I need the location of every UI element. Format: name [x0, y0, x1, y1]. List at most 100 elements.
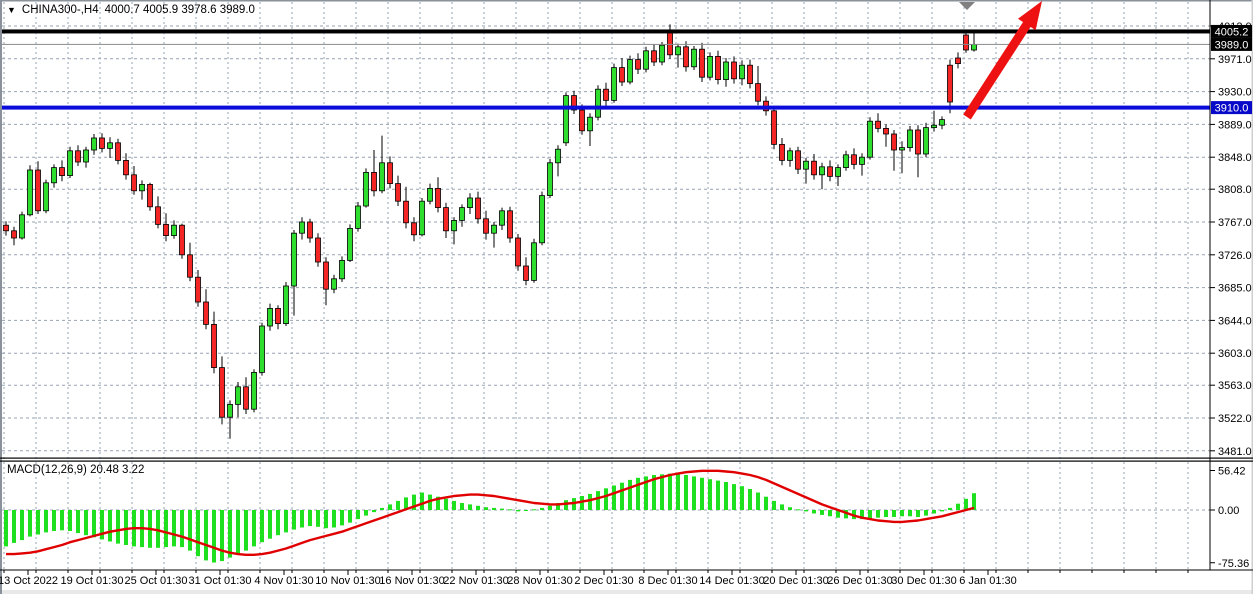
macd-histogram-bar — [796, 509, 800, 511]
chevron-down-icon: ▼ — [7, 4, 16, 15]
macd-pane[interactable] — [4, 469, 976, 563]
candle-bearish — [603, 88, 609, 101]
candle-bullish — [459, 207, 465, 221]
candlesticks[interactable] — [3, 24, 977, 439]
macd-histogram-bar — [580, 496, 584, 510]
candle-bearish — [651, 50, 657, 63]
date-tick-label: 19 Oct 01:30 — [61, 575, 124, 587]
macd-histogram-bar — [292, 510, 296, 530]
candle-bullish — [899, 147, 905, 151]
macd-histogram-bar — [164, 510, 168, 548]
candle-bearish — [795, 150, 801, 170]
macd-histogram-bar — [484, 507, 488, 510]
candle-bearish — [619, 67, 625, 83]
date-tick-label: 10 Nov 01:30 — [315, 575, 380, 587]
macd-histogram-bar — [812, 510, 816, 514]
price-badge-bg — [1211, 24, 1252, 38]
macd-histogram-bar — [540, 507, 544, 510]
macd-histogram-bar — [420, 492, 424, 510]
date-tick-label: 26 Dec 01:30 — [827, 575, 892, 587]
macd-histogram-bar — [252, 510, 256, 547]
price-badge-label: 3989.0 — [1215, 39, 1249, 51]
macd-histogram-bar — [236, 510, 240, 555]
macd-histogram-bar — [52, 510, 56, 531]
candle-bearish — [571, 95, 577, 111]
candle-bullish — [339, 259, 345, 280]
candle-bullish — [643, 50, 649, 70]
macd-tick-label: 56.42 — [1218, 466, 1246, 478]
candle-bullish — [267, 307, 273, 327]
candle-bearish — [851, 154, 857, 165]
candle-bearish — [155, 206, 161, 225]
current-price-line[interactable] — [2, 43, 1210, 45]
macd-tick-label: 0.00 — [1218, 505, 1239, 517]
macd-histogram-bar — [676, 474, 680, 510]
macd-histogram-bar — [116, 510, 120, 544]
resistance-line[interactable] — [2, 29, 1210, 34]
candle-bearish — [435, 187, 441, 208]
macd-histogram-bar — [732, 484, 736, 510]
candle-bullish — [539, 195, 545, 244]
macd-histogram-bar — [836, 510, 840, 518]
price-tick-label: 3726.0 — [1218, 250, 1252, 262]
macd-histogram-bar — [196, 510, 200, 557]
date-tick-label: 30 Dec 01:30 — [891, 575, 956, 587]
macd-histogram-bar — [68, 510, 72, 531]
price-badge-bg — [1211, 101, 1252, 115]
macd-histogram-bar — [660, 474, 664, 510]
macd-histogram-bar — [316, 510, 320, 527]
candle-bullish — [107, 142, 113, 149]
macd-histogram-bar — [716, 480, 720, 510]
macd-axis[interactable]: 56.42 0.00 -75.36 — [1210, 466, 1249, 570]
macd-histogram-bar — [100, 510, 104, 540]
macd-histogram-bar — [548, 505, 552, 510]
macd-histogram-bar — [12, 510, 16, 543]
macd-histogram-bar — [412, 494, 416, 510]
macd-histogram-bar — [748, 489, 752, 510]
macd-histogram-bar — [340, 510, 344, 526]
candle-bearish — [771, 110, 777, 145]
candle-bullish — [499, 210, 505, 226]
candle-bullish — [859, 156, 865, 165]
candle-bearish — [883, 127, 889, 135]
candle-bearish — [443, 207, 449, 232]
macd-histogram-bar — [404, 497, 408, 510]
arrow-shaft — [963, 18, 1033, 120]
macd-histogram-bar — [892, 510, 896, 517]
macd-histogram-bar — [556, 503, 560, 510]
trend-arrow-annotation[interactable] — [963, 1, 1042, 120]
candle-bearish — [579, 109, 585, 132]
macd-histogram-bar — [524, 510, 528, 511]
candle-bullish — [563, 95, 569, 144]
macd-histogram-bar — [868, 510, 872, 519]
price-badge-label: 3910.0 — [1215, 103, 1249, 115]
candle-bearish — [99, 137, 105, 149]
candle-bullish — [531, 242, 537, 281]
support-line[interactable] — [2, 105, 1210, 110]
candle-bullish — [611, 67, 617, 101]
candle-bearish — [371, 171, 377, 192]
macd-histogram-bar — [380, 507, 384, 510]
candle-bearish — [275, 307, 281, 324]
macd-histogram-bar — [276, 510, 280, 536]
price-badge-label: 4005.2 — [1215, 26, 1249, 38]
date-tick-label: 14 Dec 01:30 — [699, 575, 764, 587]
macd-histogram-bar — [684, 475, 688, 510]
candle-bullish — [843, 154, 849, 169]
time-axis[interactable]: 13 Oct 2022 19 Oct 01:30 25 Oct 01:30 31 Oc… — [0, 570, 1189, 587]
candle-bearish — [11, 230, 17, 239]
candle-bullish — [595, 88, 601, 118]
macd-histogram-bar — [860, 510, 864, 520]
candle-bearish — [755, 83, 761, 102]
candle-bullish — [659, 44, 665, 63]
price-tick-label: 3644.0 — [1218, 315, 1252, 327]
candle-bullish — [931, 124, 937, 128]
candle-bearish — [195, 276, 201, 303]
macd-histogram-bar — [900, 510, 904, 517]
candle-bullish — [19, 214, 25, 239]
macd-histogram-bar — [876, 510, 880, 518]
candle-bearish — [219, 367, 225, 418]
macd-signal-line — [6, 469, 975, 556]
candle-bullish — [587, 116, 593, 132]
